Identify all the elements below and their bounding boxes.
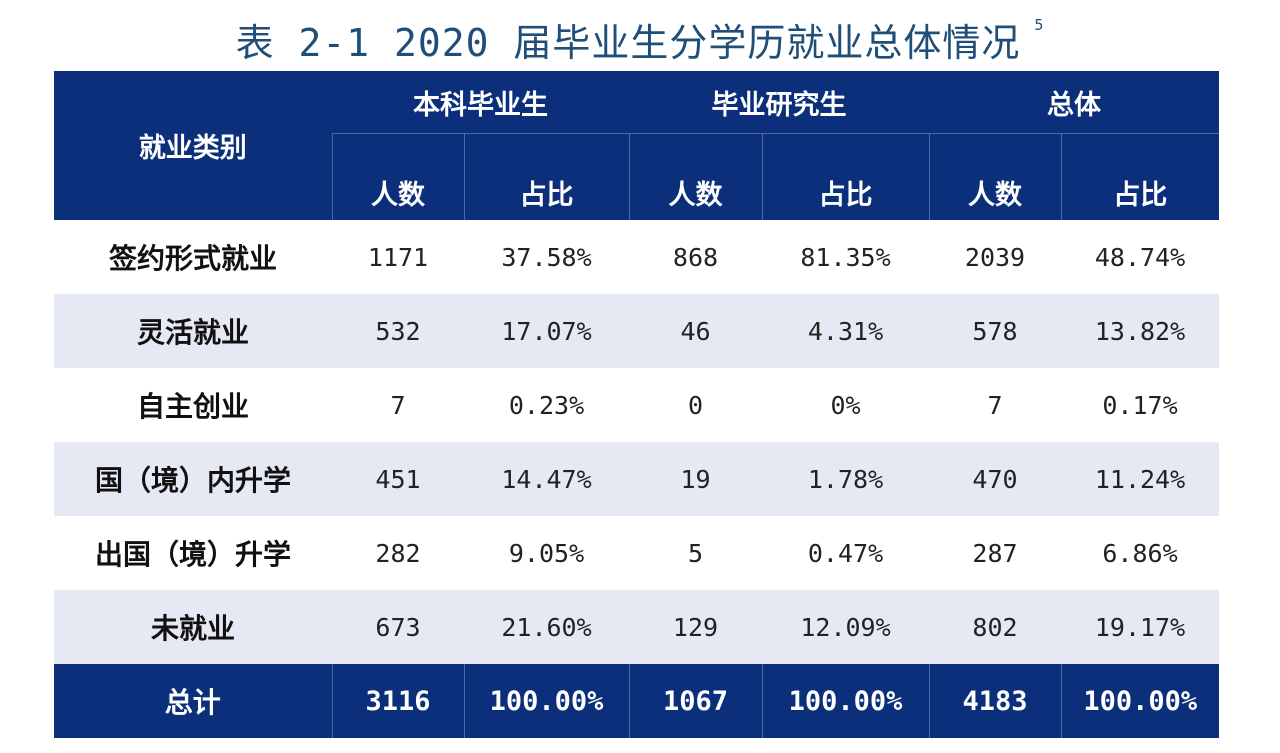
table-title-text: 表 2-1 2020 届毕业生分学历就业总体情况: [235, 21, 1021, 65]
table-cell: 11.24%: [1061, 442, 1219, 516]
subheader-ratio: 占比: [761, 164, 929, 220]
table-cell: 287: [929, 516, 1061, 590]
table-cell: 282: [332, 516, 464, 590]
total-row: 总计 3116 100.00% 1067 100.00% 4183 100.00…: [54, 664, 1219, 738]
total-cell: 1067: [628, 664, 762, 738]
table-cell: 470: [929, 442, 1061, 516]
table-cell: 2039: [929, 220, 1061, 294]
table-cell: 81.35%: [762, 220, 929, 294]
table-cell: 1.78%: [762, 442, 929, 516]
table-cell: 1171: [332, 220, 464, 294]
table-row: 国（境）内升学 451 14.47% 19 1.78% 470 11.24%: [54, 442, 1219, 516]
table-cell: 9.05%: [464, 516, 629, 590]
subheader-ratio: 占比: [463, 164, 629, 220]
table-cell: 21.60%: [464, 590, 629, 664]
table-cell: 578: [929, 294, 1061, 368]
header-row-groups: 就业类别 本科毕业生 毕业研究生 总体: [54, 71, 1219, 220]
total-cell: 100.00%: [1060, 664, 1219, 738]
table-row: 出国（境）升学 282 9.05% 5 0.47% 287 6.86%: [54, 516, 1219, 590]
table-row: 灵活就业 532 17.07% 46 4.31% 578 13.82%: [54, 294, 1219, 368]
table-cell: 46: [629, 294, 762, 368]
table-cell: 37.58%: [464, 220, 629, 294]
table-cell: 802: [929, 590, 1061, 664]
table-row: 未就业 673 21.60% 129 12.09% 802 19.17%: [54, 590, 1219, 664]
subheader-ratio: 占比: [1060, 164, 1219, 220]
table-cell: 5: [629, 516, 762, 590]
row-label: 未就业: [54, 590, 332, 664]
table-cell: 13.82%: [1061, 294, 1219, 368]
table-cell: 6.86%: [1061, 516, 1219, 590]
category-header: 就业类别: [54, 71, 332, 220]
table-cell: 451: [332, 442, 464, 516]
row-label: 灵活就业: [54, 294, 332, 368]
table-cell: 0.47%: [762, 516, 929, 590]
total-cell: 100.00%: [463, 664, 629, 738]
table-cell: 4.31%: [762, 294, 929, 368]
table-cell: 0%: [762, 368, 929, 442]
subheader-count: 人数: [928, 164, 1061, 220]
table-cell: 532: [332, 294, 464, 368]
group-header-graduate: 毕业研究生: [629, 71, 929, 134]
row-label: 出国（境）升学: [54, 516, 332, 590]
table-row: 自主创业 7 0.23% 0 0% 7 0.17%: [54, 368, 1219, 442]
row-label: 自主创业: [54, 368, 332, 442]
group-header-overall: 总体: [929, 71, 1219, 134]
subheader-count: 人数: [331, 164, 464, 220]
table-cell: 7: [929, 368, 1061, 442]
table-cell: 14.47%: [464, 442, 629, 516]
row-label: 签约形式就业: [54, 220, 332, 294]
table-cell: 0.17%: [1061, 368, 1219, 442]
table-cell: 868: [629, 220, 762, 294]
table-cell: 19.17%: [1061, 590, 1219, 664]
table-cell: 0.23%: [464, 368, 629, 442]
table-cell: 19: [629, 442, 762, 516]
table-cell: 17.07%: [464, 294, 629, 368]
header-row-subcolumns: 人数 占比 人数 占比 人数 占比: [54, 164, 1219, 220]
total-label: 总计: [54, 664, 332, 738]
table-cell: 129: [629, 590, 762, 664]
group-header-undergrad: 本科毕业生: [332, 71, 629, 134]
footnote-marker: 5: [1034, 16, 1045, 34]
total-cell: 4183: [928, 664, 1061, 738]
row-label: 国（境）内升学: [54, 442, 332, 516]
table-cell: 48.74%: [1061, 220, 1219, 294]
employment-table: 就业类别 本科毕业生 毕业研究生 总体 人数 占比 人数 占比 人数 占比: [54, 71, 1219, 738]
table-title: 表 2-1 2020 届毕业生分学历就业总体情况 5: [0, 12, 1280, 67]
table-row: 签约形式就业 1171 37.58% 868 81.35% 2039 48.74…: [54, 220, 1219, 294]
total-cell: 100.00%: [761, 664, 929, 738]
header-row-spacer: [54, 133, 1219, 164]
table-cell: 7: [332, 368, 464, 442]
table-cell: 0: [629, 368, 762, 442]
table-cell: 12.09%: [762, 590, 929, 664]
table-cell: 673: [332, 590, 464, 664]
total-cell: 3116: [331, 664, 464, 738]
subheader-count: 人数: [628, 164, 762, 220]
